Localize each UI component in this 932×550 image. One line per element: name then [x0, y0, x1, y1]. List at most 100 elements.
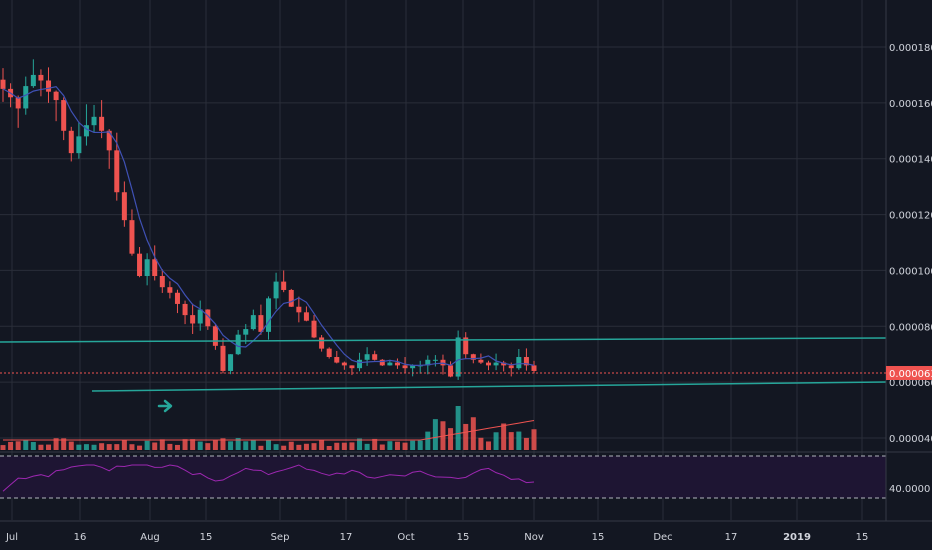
volume-bar: [349, 442, 355, 450]
time-tick-label: Aug: [140, 532, 160, 543]
volume-bar: [341, 442, 347, 450]
volume-bar: [83, 444, 89, 450]
candle-body: [372, 354, 378, 360]
volume-bar: [167, 443, 173, 450]
candle-body: [182, 303, 188, 316]
volume-bar: [258, 445, 264, 450]
price-tick-label: 0.0000800: [889, 322, 932, 333]
volume-bar: [417, 440, 423, 450]
candle-body: [303, 312, 309, 321]
candle-body: [319, 337, 325, 349]
candle-body: [326, 348, 332, 358]
rsi-pane: 40.0000: [0, 455, 930, 499]
volume-bar: [243, 441, 249, 450]
candle-body: [364, 354, 370, 360]
volume-bar: [402, 442, 408, 450]
moving-average: [2, 85, 535, 367]
volume-bar: [288, 441, 294, 450]
volume-bar: [334, 442, 340, 450]
candle-body: [493, 362, 499, 366]
candle-body: [205, 309, 211, 327]
volume-bar: [372, 438, 378, 450]
time-tick-label: 17: [340, 532, 353, 543]
candle-body: [485, 362, 491, 366]
volume-bar: [508, 432, 514, 450]
volume-bar: [0, 445, 6, 450]
volume-bar: [53, 438, 59, 450]
volume-bar: [152, 442, 158, 450]
volume-bar: [159, 439, 165, 450]
candle-body: [357, 359, 363, 369]
right-arrow-icon: [157, 399, 173, 413]
volume-bar: [121, 439, 127, 450]
price-tick-label: 0.0001200: [889, 211, 932, 222]
volume-bar: [273, 444, 279, 450]
volume-bar: [364, 443, 370, 450]
time-tick-label: 15: [200, 532, 213, 543]
volume-bar: [303, 443, 309, 450]
volume-bar: [30, 442, 36, 450]
price-tick-label: 0.0000400: [889, 434, 932, 445]
volume-bar: [455, 406, 461, 450]
volume-bars: [0, 406, 537, 450]
volume-bar: [501, 423, 507, 450]
time-tick-label: Dec: [653, 532, 672, 543]
candle-body: [387, 362, 393, 366]
volume-bar: [448, 428, 454, 450]
candle-body: [129, 220, 135, 254]
candle-body: [0, 79, 6, 89]
axis-labels: 0.0001800 0.0001600 0.0001400 0.0001200 0.00…: [5, 43, 932, 543]
volume-bar: [23, 439, 29, 450]
volume-bar: [174, 444, 180, 450]
volume-bar: [266, 440, 271, 450]
rsi-line: [2, 464, 535, 492]
candle-body: [531, 365, 537, 371]
volume-bar: [190, 439, 196, 450]
volume-bar: [425, 431, 431, 450]
volume-bar: [15, 441, 21, 450]
last-price-badge: [886, 366, 932, 380]
candle-body: [288, 289, 294, 307]
time-tick-label: 15: [856, 532, 869, 543]
candle-body: [23, 86, 29, 109]
time-tick-label: Sep: [271, 532, 290, 543]
candle-body: [137, 253, 143, 277]
volume-bar: [38, 444, 44, 450]
trend-lines[interactable]: [0, 337, 887, 392]
volume-bar: [8, 441, 14, 450]
volume-bar: [516, 431, 522, 450]
candle-body: [516, 357, 522, 369]
resistance-trendline[interactable]: [0, 337, 887, 343]
volume-bar: [311, 443, 317, 450]
candle-body: [432, 359, 438, 361]
candle-body: [296, 306, 302, 313]
candle-body: [167, 287, 173, 293]
time-tick-label: 15: [457, 532, 470, 543]
last-price-label: 0.0000639: [889, 369, 932, 380]
volume-bar: [205, 443, 211, 450]
volume-bar: [463, 423, 469, 450]
price-tick-label: 0.0001600: [889, 99, 932, 110]
volume-bar: [281, 445, 287, 450]
volume-bar: [99, 443, 105, 450]
candle-body: [174, 292, 180, 304]
support-trendline[interactable]: [91, 381, 887, 392]
volume-bar: [91, 444, 97, 450]
rsi-value-label: 40.0000: [889, 484, 930, 495]
volume-bar: [485, 441, 491, 450]
price-tick-label: 0.0001000: [889, 266, 932, 277]
candle-body: [144, 259, 150, 277]
candle-body: [121, 192, 127, 221]
time-tick-label: 17: [725, 532, 738, 543]
candle-body: [508, 365, 514, 369]
candle-body: [91, 116, 97, 126]
volume-bar: [129, 444, 135, 450]
volume-bar: [144, 440, 150, 450]
price-tick-label: 0.0001400: [889, 155, 932, 166]
time-tick-label: 16: [74, 532, 87, 543]
time-tick-label: Oct: [397, 532, 414, 543]
candle-body: [15, 97, 21, 109]
time-tick-label: 2019: [783, 532, 811, 543]
candle-body: [38, 74, 44, 81]
